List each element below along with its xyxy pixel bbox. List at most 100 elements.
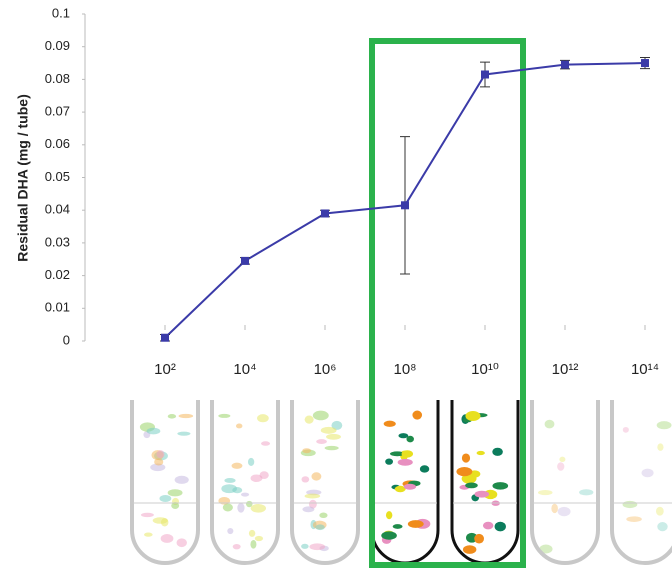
cell [305, 416, 314, 424]
cell [177, 538, 187, 547]
cell [249, 530, 255, 537]
cell [579, 489, 593, 495]
cell [420, 465, 429, 472]
cell [233, 544, 241, 549]
point [481, 70, 489, 78]
cell [495, 522, 506, 532]
cell [462, 453, 470, 462]
cell [260, 471, 269, 479]
point [161, 334, 169, 342]
cell [557, 462, 564, 471]
cell [236, 424, 242, 429]
cell [177, 432, 190, 436]
cell [384, 421, 396, 427]
y-tick-label: 0.09 [45, 38, 70, 53]
point [321, 209, 329, 217]
cell [218, 414, 230, 418]
x-tick-label: 10¹² [552, 361, 579, 378]
cell [227, 528, 233, 534]
cell [302, 506, 314, 512]
y-tick-label: 0 [63, 332, 70, 347]
x-tick-label: 10⁸ [393, 361, 416, 378]
y-tick-label: 0.02 [45, 267, 70, 282]
cell [175, 476, 189, 484]
cell [657, 443, 663, 451]
cell [302, 448, 311, 453]
tube [292, 400, 358, 563]
cell [168, 414, 176, 419]
cell [147, 428, 161, 435]
y-tick-label: 0.06 [45, 136, 70, 151]
x-tick-label: 10¹⁴ [631, 361, 659, 378]
cell [456, 467, 472, 476]
cell [311, 472, 321, 480]
cell [326, 434, 341, 440]
cell [657, 421, 672, 429]
cell [465, 483, 478, 489]
cell [381, 531, 397, 539]
cell [305, 494, 321, 499]
cell [224, 478, 235, 483]
cell [393, 524, 403, 529]
cell [313, 411, 329, 421]
cell [221, 484, 237, 493]
x-tick-label: 10⁴ [233, 361, 256, 378]
cell [325, 446, 339, 450]
cell [623, 427, 629, 433]
point [641, 59, 649, 67]
cell [559, 457, 565, 462]
cell [156, 450, 164, 458]
y-axis-title: Residual DHA (mg / tube) [15, 94, 31, 262]
x-tick-label: 10⁶ [314, 361, 337, 378]
cell [402, 450, 413, 457]
y-tick-label: 0.01 [45, 300, 70, 315]
x-tick-label: 10¹⁰ [471, 361, 499, 378]
cell [250, 540, 256, 549]
y-tick-label: 0.04 [45, 202, 70, 217]
cell [475, 491, 490, 498]
point [561, 61, 569, 69]
cell [656, 507, 664, 516]
cell [477, 451, 485, 455]
cell [657, 522, 667, 531]
x-tick-label: 10² [154, 361, 176, 378]
cell [309, 543, 325, 550]
cell [465, 411, 480, 421]
cell [261, 441, 270, 446]
cell [474, 534, 484, 544]
cell [483, 522, 493, 530]
cell [626, 516, 641, 522]
y-tick-label: 0.05 [45, 169, 70, 184]
cell [218, 497, 230, 505]
cell [558, 507, 571, 516]
cell [154, 458, 163, 465]
cell [463, 545, 476, 554]
cell [642, 469, 654, 478]
point [241, 257, 249, 265]
cell [241, 493, 249, 497]
cell [159, 495, 171, 502]
cell [492, 482, 508, 490]
cell [141, 513, 154, 517]
cell [232, 463, 243, 469]
cell [545, 420, 555, 429]
cell [301, 544, 309, 549]
tube [532, 400, 598, 563]
cell [301, 476, 309, 482]
cell [551, 504, 558, 513]
cell [398, 433, 408, 438]
cell [412, 410, 422, 419]
cell [406, 436, 414, 443]
cell [404, 484, 416, 490]
tube [212, 400, 278, 563]
test-tubes [132, 400, 672, 563]
y-tick-label: 0.07 [45, 104, 70, 119]
cell [321, 427, 337, 434]
cell [492, 448, 503, 456]
tube [452, 400, 518, 563]
cell [251, 504, 266, 513]
cell [248, 458, 254, 466]
cell [316, 439, 327, 444]
cell [161, 534, 174, 543]
chart: Residual DHA (mg / tube) 00.010.020.030.… [0, 0, 672, 568]
